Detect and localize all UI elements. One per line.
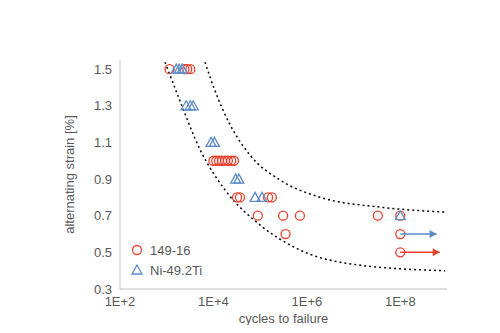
svg-text:alternating strain [%]: alternating strain [%] — [62, 115, 77, 234]
svg-text:1.1: 1.1 — [94, 135, 112, 150]
svg-text:1.3: 1.3 — [94, 98, 112, 113]
svg-text:1E+8: 1E+8 — [385, 294, 416, 309]
svg-text:1E+6: 1E+6 — [291, 294, 322, 309]
html-text:149-16: 149-16 — [150, 242, 191, 258]
html-text:Ni-49.2Ti: Ni-49.2Ti — [150, 262, 203, 278]
svg-text:0.3: 0.3 — [94, 282, 112, 297]
svg-text:0.9: 0.9 — [94, 172, 112, 187]
svg-text:1.5: 1.5 — [94, 62, 112, 77]
svg-text:cycles to failure: cycles to failure — [239, 311, 329, 325]
svg-text:1E+2: 1E+2 — [104, 294, 136, 310]
svg-text:1E+4: 1E+4 — [198, 294, 229, 309]
svg-text:0.5: 0.5 — [94, 245, 112, 260]
svg-text:0.7: 0.7 — [94, 208, 112, 223]
